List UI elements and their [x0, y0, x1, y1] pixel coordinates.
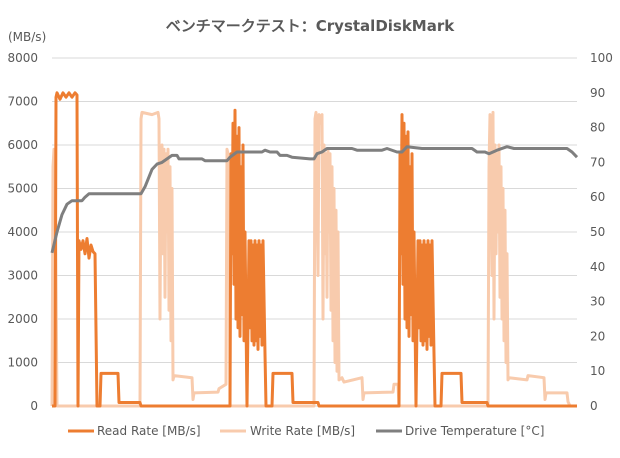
y-tick-label: 5000 [7, 182, 38, 196]
chart-title: ベンチマークテスト：CrystalDiskMark [166, 17, 455, 35]
y2-tick-label: 40 [590, 260, 605, 274]
y2-tick-label: 50 [590, 225, 605, 239]
y2-tick-label: 90 [590, 86, 605, 100]
legend-item-write[interactable]: Write Rate [MB/s] [220, 424, 355, 438]
y-tick-label: 7000 [7, 95, 38, 109]
y-tick-label: 0 [30, 399, 38, 413]
y-axis-label: (MB/s) [8, 30, 46, 44]
write-rate-line [50, 110, 577, 408]
y2-tick-label: 60 [590, 190, 605, 204]
y2-tick-label: 0 [590, 399, 598, 413]
y-tick-label: 2000 [7, 312, 38, 326]
y2-tick-label: 30 [590, 295, 605, 309]
legend-label-temperature: Drive Temperature [°C] [405, 424, 544, 438]
legend: Read Rate [MB/s] Write Rate [MB/s] Drive… [68, 424, 544, 438]
read-rate-line [52, 91, 577, 408]
left-axis-ticks: 0 1000 2000 3000 4000 5000 6000 7000 8000 [7, 51, 38, 413]
y-tick-label: 6000 [7, 138, 38, 152]
y2-tick-label: 10 [590, 364, 605, 378]
y-tick-label: 8000 [7, 51, 38, 65]
y2-tick-label: 20 [590, 329, 605, 343]
right-axis-ticks: 0 10 20 30 40 50 60 70 80 90 100 [590, 51, 613, 413]
y-tick-label: 3000 [7, 269, 38, 283]
legend-label-write: Write Rate [MB/s] [250, 424, 355, 438]
series-lines [50, 91, 579, 408]
y2-tick-label: 70 [590, 155, 605, 169]
y2-tick-label: 80 [590, 121, 605, 135]
legend-item-temperature[interactable]: Drive Temperature [°C] [376, 424, 544, 438]
y-tick-label: 1000 [7, 356, 38, 370]
legend-label-read: Read Rate [MB/s] [97, 424, 201, 438]
y2-tick-label: 100 [590, 51, 613, 65]
temperature-line [50, 145, 579, 254]
y-tick-label: 4000 [7, 225, 38, 239]
legend-item-read[interactable]: Read Rate [MB/s] [68, 424, 201, 438]
